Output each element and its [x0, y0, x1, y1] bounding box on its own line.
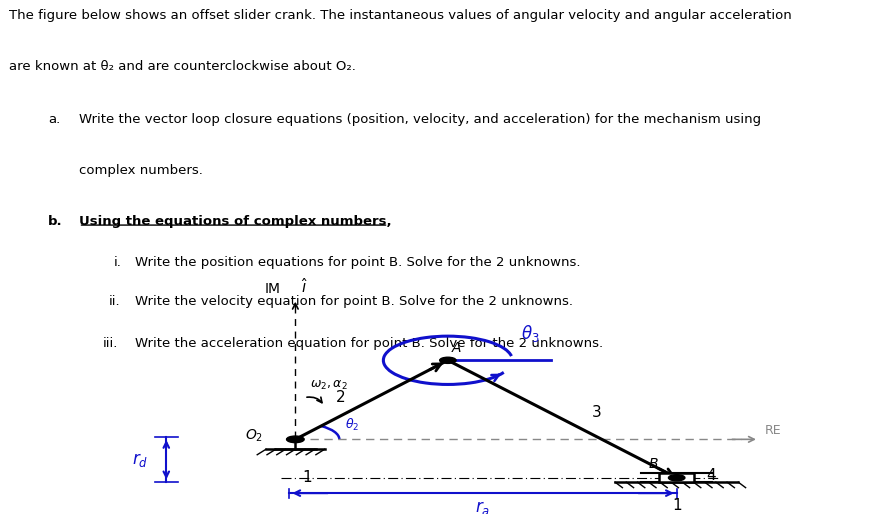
- Text: Using the equations of complex numbers,: Using the equations of complex numbers,: [79, 215, 391, 228]
- Text: Write the velocity equation for point B. Solve for the 2 unknowns.: Write the velocity equation for point B.…: [135, 295, 574, 308]
- Text: i.: i.: [113, 256, 121, 269]
- Text: Write the position equations for point B. Solve for the 2 unknowns.: Write the position equations for point B…: [135, 256, 581, 269]
- Text: $r_d$: $r_d$: [133, 451, 148, 469]
- Text: $\theta_3$: $\theta_3$: [521, 323, 540, 344]
- Text: $O_2$: $O_2$: [245, 428, 263, 444]
- Text: Write the vector loop closure equations (position, velocity, and acceleration) f: Write the vector loop closure equations …: [79, 113, 760, 126]
- Text: $A$: $A$: [450, 341, 462, 355]
- Text: 1: 1: [302, 470, 312, 485]
- Text: RE: RE: [765, 424, 781, 437]
- Text: IM: IM: [265, 282, 281, 296]
- Text: complex numbers.: complex numbers.: [79, 164, 203, 177]
- Text: The figure below shows an offset slider crank. The instantaneous values of angul: The figure below shows an offset slider …: [9, 9, 792, 22]
- Text: $B$: $B$: [649, 457, 659, 471]
- Text: iii.: iii.: [103, 337, 119, 350]
- Text: 3: 3: [592, 405, 601, 420]
- Text: $\omega_2, \alpha_2$: $\omega_2, \alpha_2$: [310, 379, 347, 392]
- Text: 4: 4: [706, 468, 716, 483]
- Text: $\hat{\imath}$: $\hat{\imath}$: [301, 277, 308, 296]
- Text: $\theta_2$: $\theta_2$: [345, 417, 360, 433]
- Text: ii.: ii.: [109, 295, 120, 308]
- Text: 1: 1: [672, 498, 682, 512]
- Circle shape: [669, 475, 685, 481]
- Text: 2: 2: [335, 390, 345, 405]
- Text: $r_a$: $r_a$: [476, 499, 491, 514]
- Text: Write the acceleration equation for point B. Solve for the 2 unknowns.: Write the acceleration equation for poin…: [135, 337, 603, 350]
- Text: are known at θ₂ and are counterclockwise about O₂.: are known at θ₂ and are counterclockwise…: [9, 60, 355, 72]
- Text: b.: b.: [48, 215, 63, 228]
- Text: a.: a.: [48, 113, 60, 126]
- Circle shape: [286, 436, 304, 443]
- Bar: [659, 473, 694, 482]
- Circle shape: [440, 357, 456, 363]
